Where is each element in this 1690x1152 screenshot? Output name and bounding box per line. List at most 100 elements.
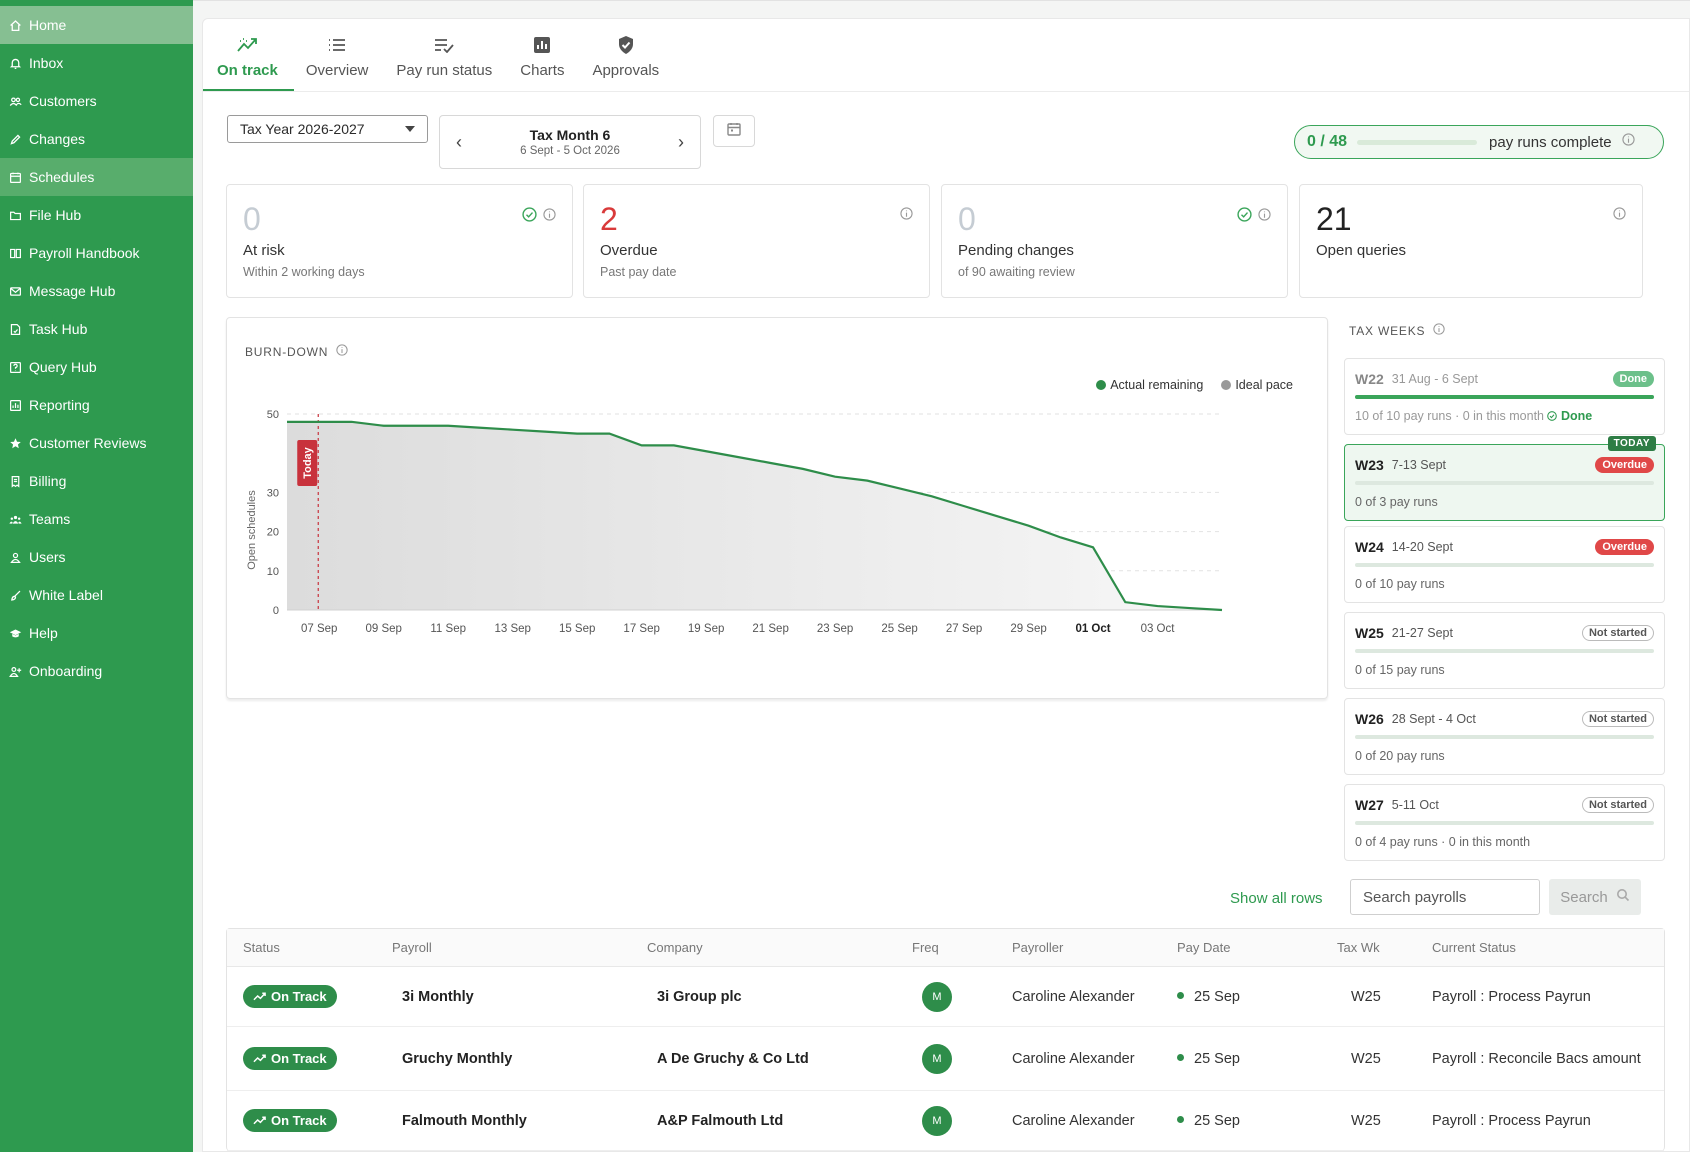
info-icon[interactable]: [1613, 207, 1626, 225]
sidebar-item-label: Reporting: [29, 397, 90, 413]
info-icon[interactable]: [1621, 133, 1635, 151]
kpi-at-risk[interactable]: 0 At risk Within 2 working days: [226, 184, 573, 298]
status-badge: On Track: [243, 1047, 337, 1070]
company-name[interactable]: 3i Group plc: [657, 988, 742, 1005]
status-dot: [1177, 1053, 1184, 1061]
legend-actual[interactable]: Actual remaining: [1096, 378, 1203, 392]
company-name[interactable]: A&P Falmouth Ltd: [657, 1112, 784, 1129]
home-icon: [8, 18, 22, 32]
payroll-name[interactable]: Gruchy Monthly: [402, 1050, 513, 1067]
info-icon[interactable]: [336, 344, 348, 359]
column-header-company[interactable]: Company: [647, 940, 703, 955]
sidebar-item-label: Onboarding: [29, 663, 103, 679]
search-button-label: Search: [1560, 888, 1608, 906]
sidebar-item-payroll-handbook[interactable]: Payroll Handbook: [0, 234, 193, 272]
tax-week-card-w26[interactable]: W26 28 Sept - 4 Oct Not started 0 of 20 …: [1344, 698, 1665, 775]
today-tag: TODAY: [1607, 436, 1656, 451]
tab-overview[interactable]: Overview: [292, 27, 383, 91]
sidebar-item-task-hub[interactable]: Task Hub: [0, 310, 193, 348]
payroll-name[interactable]: Falmouth Monthly: [402, 1112, 527, 1129]
table-row[interactable]: On Track Falmouth Monthly A&P Falmouth L…: [227, 1091, 1664, 1151]
column-header-tax-wk[interactable]: Tax Wk: [1337, 940, 1380, 955]
tax-week-card-w23[interactable]: TODAY W23 7-13 Sept Overdue 0 of 3 pay r…: [1344, 436, 1665, 521]
tax-week-card-w27[interactable]: W27 5-11 Oct Not started 0 of 4 pay runs…: [1344, 784, 1665, 861]
sidebar-item-label: Customer Reviews: [29, 435, 147, 451]
kpi-value: 0: [243, 201, 261, 237]
pay-runs-count: 0 / 48: [1307, 133, 1348, 150]
column-header-current-status[interactable]: Current Status: [1432, 940, 1516, 955]
show-all-rows-link[interactable]: Show all rows: [1230, 890, 1323, 907]
sidebar-item-schedules[interactable]: Schedules: [0, 158, 193, 196]
tax-month-title: Tax Month 6: [529, 127, 611, 143]
chevron-right-icon[interactable]: ›: [677, 131, 684, 152]
tax-month-range: 6 Sept - 5 Oct 2026: [520, 145, 620, 157]
column-header-payroll[interactable]: Payroll: [392, 940, 432, 955]
legend-ideal[interactable]: Ideal pace: [1221, 378, 1293, 392]
tab-on-track[interactable]: On track: [203, 27, 292, 91]
column-header-pay-date[interactable]: Pay Date: [1177, 940, 1231, 955]
sidebar-item-billing[interactable]: Billing: [0, 462, 193, 500]
table-row[interactable]: On Track 3i Monthly 3i Group plc M Carol…: [227, 967, 1664, 1027]
tax-week-summary: 0 of 3 pay runs: [1355, 495, 1438, 509]
kpi-pending-changes[interactable]: 0 Pending changes of 90 awaiting review: [941, 184, 1288, 298]
column-header-status[interactable]: Status: [243, 940, 280, 955]
top-divider: [193, 0, 1690, 1]
tab-pay-run-status[interactable]: Pay run status: [382, 27, 506, 91]
company-name[interactable]: A De Gruchy & Co Ltd: [657, 1050, 809, 1067]
tab-charts[interactable]: Charts: [506, 27, 578, 91]
sidebar-item-file-hub[interactable]: File Hub: [0, 196, 193, 234]
sidebar-item-label: Changes: [29, 131, 86, 147]
bar-chart-icon: [530, 33, 554, 57]
info-icon[interactable]: [900, 207, 913, 225]
legend-ideal-label: Ideal pace: [1235, 378, 1293, 392]
tab-approvals[interactable]: Approvals: [578, 27, 673, 91]
sidebar-item-teams[interactable]: Teams: [0, 500, 193, 538]
sidebar-item-home[interactable]: Home: [0, 6, 193, 44]
search-payrolls-input[interactable]: [1350, 879, 1540, 915]
kpi-value: 0: [958, 201, 976, 237]
tax-week-card-w22[interactable]: W22 31 Aug - 6 Sept Done 10 of 10 pay ru…: [1344, 358, 1665, 435]
sidebar-item-reporting[interactable]: Reporting: [0, 386, 193, 424]
sidebar-item-customers[interactable]: Customers: [0, 82, 193, 120]
info-icon[interactable]: [1433, 323, 1445, 338]
sidebar-item-customer-reviews[interactable]: Customer Reviews: [0, 424, 193, 462]
sidebar-item-label: Help: [29, 625, 58, 641]
pay-date-value: 25 Sep: [1194, 988, 1240, 1005]
tax-week-progress: [1355, 395, 1654, 399]
sidebar-item-message-hub[interactable]: Message Hub: [0, 272, 193, 310]
sidebar-item-query-hub[interactable]: Query Hub: [0, 348, 193, 386]
tax-week-card-w25[interactable]: W25 21-27 Sept Not started 0 of 15 pay r…: [1344, 612, 1665, 689]
pay-date: 25 Sep: [1167, 1113, 1327, 1129]
tax-week-progress: [1355, 735, 1654, 739]
kpi-title: Overdue: [600, 242, 658, 259]
tax-week-summary: 10 of 10 pay runs · 0 in this month Done: [1355, 409, 1654, 423]
kpi-open-queries[interactable]: 21 Open queries: [1299, 184, 1643, 298]
search-button[interactable]: Search: [1549, 879, 1641, 915]
tax-week-dates: 14-20 Sept: [1391, 540, 1453, 554]
checklist-icon: [432, 33, 456, 57]
tax-year-select[interactable]: Tax Year 2026-2027: [227, 115, 428, 143]
tab-label: Approvals: [592, 62, 660, 79]
table-row[interactable]: On Track Gruchy Monthly A De Gruchy & Co…: [227, 1027, 1664, 1091]
tax-weeks-heading: TAX WEEKS: [1349, 323, 1445, 338]
payroll-name[interactable]: 3i Monthly: [402, 988, 474, 1005]
sidebar-item-help[interactable]: Help: [0, 614, 193, 652]
sidebar-item-white-label[interactable]: White Label: [0, 576, 193, 614]
sidebar-item-changes[interactable]: Changes: [0, 120, 193, 158]
tax-week-code: W25: [1355, 625, 1384, 641]
x-tick-label: 13 Sep: [494, 623, 530, 635]
sidebar-item-users[interactable]: Users: [0, 538, 193, 576]
calendar-button[interactable]: [713, 115, 755, 147]
sidebar-item-inbox[interactable]: Inbox: [0, 44, 193, 82]
chevron-left-icon[interactable]: ‹: [456, 131, 462, 152]
info-icon[interactable]: [1258, 208, 1271, 226]
check-circle-icon: [1237, 207, 1252, 227]
kpi-overdue[interactable]: 2 Overdue Past pay date: [583, 184, 930, 298]
tax-week-card-w24[interactable]: W24 14-20 Sept Overdue 0 of 10 pay runs: [1344, 526, 1665, 603]
column-header-payroller[interactable]: Payroller: [1012, 940, 1064, 955]
kpi-title: At risk: [243, 242, 285, 259]
sidebar-item-onboarding[interactable]: Onboarding: [0, 652, 193, 690]
column-header-freq[interactable]: Freq: [912, 940, 939, 955]
tab-bar: On track Overview Pay run status Charts …: [203, 27, 673, 91]
info-icon[interactable]: [543, 208, 556, 226]
